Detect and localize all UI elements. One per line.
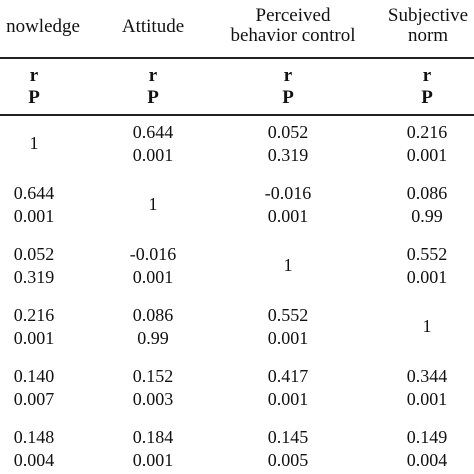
subheader-col2: r P (133, 65, 173, 109)
cell-r3-c3: 1 (283, 255, 293, 275)
col-header-knowledge: nowledge (6, 16, 80, 37)
col-header-attitude: Attitude (121, 16, 185, 37)
cell-r2-c4: 0.086 0.99 (377, 182, 474, 228)
cell-r-value: -0.016 (129, 244, 177, 264)
cell-r5-c3: 0.417 0.001 (238, 365, 338, 411)
cell-r3-c2: -0.016 0.001 (103, 243, 203, 289)
cell-r4-c2: 0.086 0.99 (103, 304, 203, 350)
col-header-subjective-line1: Subjective (387, 5, 469, 26)
cell-r6-c3: 0.145 0.005 (238, 426, 338, 472)
subheader-p: P (28, 87, 40, 108)
cell-r4-c4: 1 (422, 316, 432, 336)
col-header-perceived-line2: behavior control (230, 25, 356, 46)
cell-r1-c1: 1 (29, 133, 39, 153)
subheader-col3: r P (268, 65, 308, 109)
col-header-perceived-behavior-control: Perceived behavior control (228, 6, 358, 46)
cell-p-value: 0.001 (406, 145, 448, 165)
cell-r2-c1: 0.644 0.001 (0, 182, 84, 228)
subheader-p: P (147, 87, 159, 108)
cell-r-value: 0.052 (13, 244, 55, 264)
cell-r-value: -0.016 (264, 183, 312, 203)
cell-p-value: 0.001 (13, 206, 55, 226)
cell-r-value: 0.552 (267, 305, 309, 325)
cell-r6-c4: 0.149 0.004 (377, 426, 474, 472)
cell-p-value: 0.99 (411, 206, 443, 226)
col-header-subjective-norm: Subjective norm (373, 6, 474, 46)
cell-r-value: 0.152 (132, 366, 174, 386)
cell-r-value: 0.148 (13, 427, 55, 447)
subheader-r: r (283, 65, 293, 86)
cell-r-value: 0.644 (132, 122, 174, 142)
cell-p-value: 0.001 (406, 389, 448, 409)
subheader-col4: r P (407, 65, 447, 109)
cell-p-value: 0.005 (267, 450, 309, 470)
cell-r-value: 0.216 (13, 305, 55, 325)
cell-p-value: 0.001 (132, 450, 174, 470)
cell-r3-c4: 0.552 0.001 (377, 243, 474, 289)
cell-r-value: 0.052 (267, 122, 309, 142)
cell-r5-c4: 0.344 0.001 (377, 365, 474, 411)
cell-p-value: 0.001 (267, 206, 309, 226)
cell-p-value: 0.001 (132, 267, 174, 287)
cell-r1-c3: 0.052 0.319 (238, 121, 338, 167)
cell-p-value: 0.001 (267, 328, 309, 348)
cell-p-value: 0.001 (267, 389, 309, 409)
cell-r4-c3: 0.552 0.001 (238, 304, 338, 350)
header-rule-bottom (0, 114, 474, 116)
col-header-perceived-line1: Perceived (255, 5, 331, 26)
cell-r4-c1: 0.216 0.001 (0, 304, 84, 350)
cell-r-value: 0.344 (406, 366, 448, 386)
cell-p-value: 0.319 (13, 267, 55, 287)
cell-r6-c2: 0.184 0.001 (103, 426, 203, 472)
cell-r-value: 0.216 (406, 122, 448, 142)
header-rule-top (0, 57, 474, 59)
cell-r1-c2: 0.644 0.001 (103, 121, 203, 167)
subheader-r: r (29, 65, 39, 86)
cell-r1-c4: 0.216 0.001 (377, 121, 474, 167)
subheader-r: r (422, 65, 432, 86)
subheader-p: P (282, 87, 294, 108)
cell-r-value: 0.417 (267, 366, 309, 386)
cell-p-value: 0.003 (132, 389, 174, 409)
cell-r-value: 0.184 (132, 427, 174, 447)
cell-p-value: 0.007 (13, 389, 55, 409)
subheader-r: r (148, 65, 158, 86)
cell-p-value: 0.001 (132, 145, 174, 165)
subheader-p: P (421, 87, 433, 108)
col-header-subjective-line2: norm (407, 25, 449, 46)
cell-r-value: 0.644 (13, 183, 55, 203)
cell-p-value: 0.99 (137, 328, 169, 348)
cell-r-value: 0.149 (406, 427, 448, 447)
subheader-col1: r P (14, 65, 54, 109)
cell-r-value: 0.086 (132, 305, 174, 325)
cell-r-value: 0.552 (406, 244, 448, 264)
cell-r2-c3: -0.016 0.001 (238, 182, 338, 228)
cell-r5-c2: 0.152 0.003 (103, 365, 203, 411)
cell-r3-c1: 0.052 0.319 (0, 243, 84, 289)
cell-r-value: 0.145 (267, 427, 309, 447)
cell-r6-c1: 0.148 0.004 (0, 426, 84, 472)
cell-p-value: 0.001 (13, 328, 55, 348)
cell-r2-c2: 1 (148, 194, 158, 214)
cell-r-value: 0.140 (13, 366, 55, 386)
cell-p-value: 0.004 (13, 450, 55, 470)
cell-p-value: 0.319 (267, 145, 309, 165)
cell-r5-c1: 0.140 0.007 (0, 365, 84, 411)
cell-r-value: 0.086 (406, 183, 448, 203)
cell-p-value: 0.001 (406, 267, 448, 287)
cell-p-value: 0.004 (406, 450, 448, 470)
